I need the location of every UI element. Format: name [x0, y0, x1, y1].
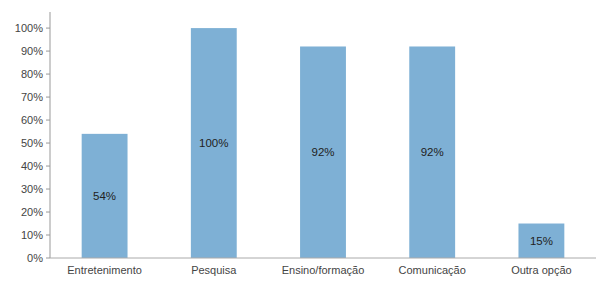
bar — [300, 46, 346, 258]
page: {"chart_data": {"type": "bar", "categori… — [0, 0, 610, 292]
x-tick-label: Entretenimento — [67, 264, 142, 276]
data-labels: 54% 100% 92% 92% 15% — [93, 137, 553, 247]
bar — [518, 224, 564, 258]
data-label: 92% — [311, 146, 334, 158]
y-tick — [46, 97, 50, 98]
data-label: 92% — [421, 146, 444, 158]
y-tick — [46, 143, 50, 144]
y-tick-label: 20% — [21, 206, 43, 218]
y-tick — [46, 28, 50, 29]
data-label: 54% — [93, 190, 116, 202]
y-tick — [46, 166, 50, 167]
bar — [191, 28, 237, 258]
y-axis-line — [50, 12, 51, 258]
y-tick-label: 60% — [21, 114, 43, 126]
y-tick-label: 80% — [21, 68, 43, 80]
y-tick-label: 40% — [21, 160, 43, 172]
data-label: 15% — [530, 235, 553, 247]
data-label: 100% — [199, 137, 228, 149]
x-axis-line — [50, 258, 596, 259]
y-tick — [46, 212, 50, 213]
y-tick — [46, 120, 50, 121]
y-axis: 0% 10% 20% 30% 40% 50% 60% 70% 80% 90% 100% — [15, 12, 50, 264]
y-tick-label: 0% — [27, 252, 43, 264]
y-tick-label: 100% — [15, 22, 43, 34]
x-tick-label: Ensino/formação — [282, 264, 365, 276]
y-tick — [46, 258, 50, 259]
y-tick-label: 70% — [21, 91, 43, 103]
x-axis: Entretenimento Pesquisa Ensino/formação Com… — [50, 258, 596, 276]
y-tick-label: 10% — [21, 229, 43, 241]
y-tick — [46, 51, 50, 52]
y-tick-label: 30% — [21, 183, 43, 195]
chart: 0% 10% 20% 30% 40% 50% 60% 70% 80% 90% 100% Entrete… — [0, 0, 610, 292]
y-tick-label: 90% — [21, 45, 43, 57]
y-tick-label: 50% — [21, 137, 43, 149]
bars — [82, 28, 565, 258]
y-tick — [46, 74, 50, 75]
x-tick-label: Pesquisa — [191, 264, 237, 276]
bar — [409, 46, 455, 258]
bar — [82, 134, 128, 258]
y-tick — [46, 235, 50, 236]
y-tick — [46, 189, 50, 190]
x-tick-label: Outra opção — [511, 264, 572, 276]
x-tick-label: Comunicação — [399, 264, 466, 276]
